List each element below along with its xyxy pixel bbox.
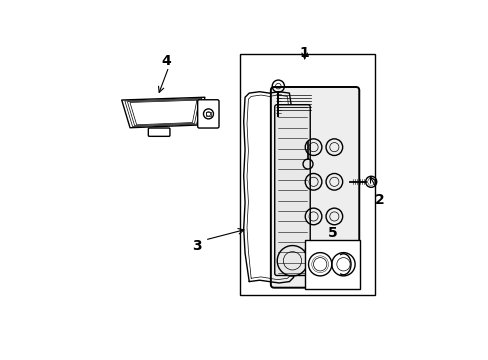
FancyBboxPatch shape [274, 105, 309, 275]
FancyBboxPatch shape [148, 128, 170, 136]
Bar [304, 240, 359, 288]
Text: 3: 3 [191, 239, 201, 253]
Polygon shape [122, 97, 204, 128]
Text: 5: 5 [327, 226, 337, 240]
Text: 4: 4 [161, 54, 171, 68]
FancyBboxPatch shape [197, 100, 219, 128]
Text: 1: 1 [299, 46, 309, 60]
Bar [239, 54, 375, 296]
Bar [205, 112, 211, 116]
FancyBboxPatch shape [270, 87, 359, 288]
Text: 2: 2 [374, 193, 384, 207]
